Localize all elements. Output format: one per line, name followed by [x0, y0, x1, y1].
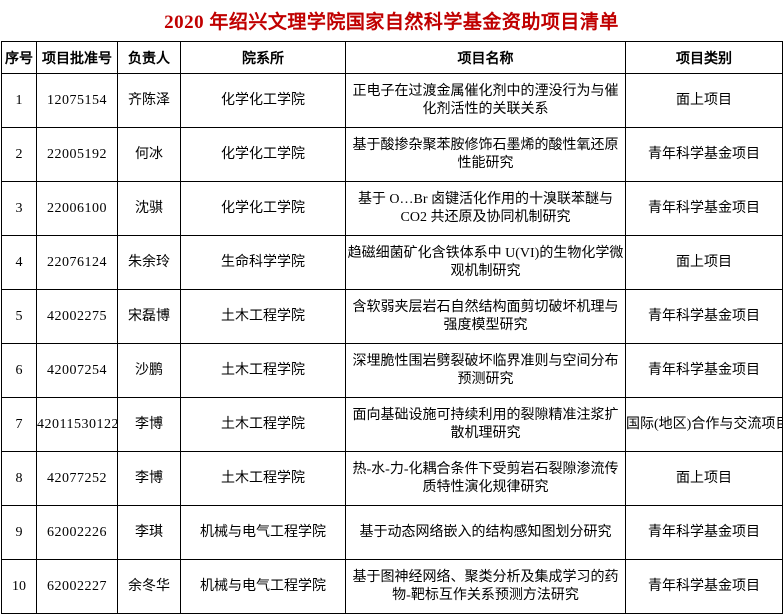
- cell-grant-number: 22005192: [36, 127, 118, 182]
- cell-department: 土木工程学院: [180, 343, 346, 398]
- cell-principal-investigator: 沙鹏: [117, 343, 181, 398]
- cell-project-category: 青年科学基金项目: [625, 127, 783, 182]
- cell-department: 土木工程学院: [180, 451, 346, 506]
- cell-principal-investigator: 李琪: [117, 505, 181, 560]
- cell-grant-number: 62002227: [36, 559, 118, 614]
- cell-project-category: 青年科学基金项目: [625, 289, 783, 344]
- cell-grant-number: 12075154: [36, 73, 118, 128]
- cell-grant-number: 42002275: [36, 289, 118, 344]
- cell-department: 化学化工学院: [180, 127, 346, 182]
- header-grant-number: 项目批准号: [36, 41, 118, 74]
- cell-department: 化学化工学院: [180, 73, 346, 128]
- cell-project-name: 正电子在过渡金属催化剂中的湮没行为与催化剂活性的关联关系: [345, 73, 626, 128]
- cell-grant-number: 22076124: [36, 235, 118, 290]
- cell-department: 机械与电气工程学院: [180, 559, 346, 614]
- cell-project-category: 面上项目: [625, 451, 783, 506]
- cell-project-name: 面向基础设施可持续利用的裂隙精准注浆扩散机理研究: [345, 397, 626, 452]
- table-row: 1 12075154 齐陈泽 化学化工学院 正电子在过渡金属催化剂中的湮没行为与…: [1, 73, 783, 128]
- cell-principal-investigator: 李博: [117, 451, 181, 506]
- cell-department: 土木工程学院: [180, 289, 346, 344]
- table-row: 2 22005192 何冰 化学化工学院 基于酸掺杂聚苯胺修饰石墨烯的酸性氧还原…: [1, 127, 783, 182]
- cell-project-name: 基于酸掺杂聚苯胺修饰石墨烯的酸性氧还原性能研究: [345, 127, 626, 182]
- table-body: 1 12075154 齐陈泽 化学化工学院 正电子在过渡金属催化剂中的湮没行为与…: [1, 73, 783, 614]
- cell-project-category: 青年科学基金项目: [625, 505, 783, 560]
- cell-project-name: 基于图神经网络、聚类分析及集成学习的药物-靶标互作关系预测方法研究: [345, 559, 626, 614]
- cell-principal-investigator: 何冰: [117, 127, 181, 182]
- cell-serial-number: 10: [1, 559, 37, 614]
- cell-serial-number: 5: [1, 289, 37, 344]
- cell-project-name: 热-水-力-化耦合条件下受剪岩石裂隙渗流传质特性演化规律研究: [345, 451, 626, 506]
- cell-principal-investigator: 朱余玲: [117, 235, 181, 290]
- cell-principal-investigator: 余冬华: [117, 559, 181, 614]
- header-serial-number: 序号: [1, 41, 37, 74]
- cell-project-category: 青年科学基金项目: [625, 181, 783, 236]
- cell-grant-number: 42011530122: [36, 397, 118, 452]
- cell-grant-number: 62002226: [36, 505, 118, 560]
- cell-serial-number: 8: [1, 451, 37, 506]
- table-row: 10 62002227 余冬华 机械与电气工程学院 基于图神经网络、聚类分析及集…: [1, 559, 783, 614]
- cell-department: 生命科学学院: [180, 235, 346, 290]
- cell-project-name: 趋磁细菌矿化含铁体系中 U(VI)的生物化学微观机制研究: [345, 235, 626, 290]
- cell-project-name: 基于动态网络嵌入的结构感知图划分研究: [345, 505, 626, 560]
- cell-grant-number: 22006100: [36, 181, 118, 236]
- title-bar: 2020 年绍兴文理学院国家自然科学基金资助项目清单: [0, 0, 783, 41]
- cell-principal-investigator: 宋磊博: [117, 289, 181, 344]
- cell-serial-number: 6: [1, 343, 37, 398]
- header-project-category: 项目类别: [625, 41, 783, 74]
- cell-project-name: 含软弱夹层岩石自然结构面剪切破坏机理与强度模型研究: [345, 289, 626, 344]
- cell-principal-investigator: 齐陈泽: [117, 73, 181, 128]
- cell-principal-investigator: 李博: [117, 397, 181, 452]
- table-row: 3 22006100 沈骐 化学化工学院 基于 O…Br 卤键活化作用的十溴联苯…: [1, 181, 783, 236]
- cell-grant-number: 42007254: [36, 343, 118, 398]
- cell-department: 化学化工学院: [180, 181, 346, 236]
- cell-department: 机械与电气工程学院: [180, 505, 346, 560]
- cell-grant-number: 42077252: [36, 451, 118, 506]
- table-header-row: 序号 项目批准号 负责人 院系所 项目名称 项目类别: [1, 41, 783, 74]
- table-row: 5 42002275 宋磊博 土木工程学院 含软弱夹层岩石自然结构面剪切破坏机理…: [1, 289, 783, 344]
- cell-serial-number: 1: [1, 73, 37, 128]
- table-row: 8 42077252 李博 土木工程学院 热-水-力-化耦合条件下受剪岩石裂隙渗…: [1, 451, 783, 506]
- table-row: 7 42011530122 李博 土木工程学院 面向基础设施可持续利用的裂隙精准…: [1, 397, 783, 452]
- cell-project-category: 青年科学基金项目: [625, 559, 783, 614]
- cell-serial-number: 2: [1, 127, 37, 182]
- cell-project-category: 面上项目: [625, 235, 783, 290]
- cell-project-category: 面上项目: [625, 73, 783, 128]
- cell-serial-number: 4: [1, 235, 37, 290]
- cell-department: 土木工程学院: [180, 397, 346, 452]
- cell-principal-investigator: 沈骐: [117, 181, 181, 236]
- cell-project-category: 国际(地区)合作与交流项目: [625, 397, 783, 452]
- header-project-name: 项目名称: [345, 41, 626, 74]
- table-row: 6 42007254 沙鹏 土木工程学院 深埋脆性围岩劈裂破坏临界准则与空间分布…: [1, 343, 783, 398]
- header-department: 院系所: [180, 41, 346, 74]
- table-row: 9 62002226 李琪 机械与电气工程学院 基于动态网络嵌入的结构感知图划分…: [1, 505, 783, 560]
- cell-serial-number: 9: [1, 505, 37, 560]
- cell-project-name: 深埋脆性围岩劈裂破坏临界准则与空间分布预测研究: [345, 343, 626, 398]
- cell-serial-number: 3: [1, 181, 37, 236]
- grant-project-table: 序号 项目批准号 负责人 院系所 项目名称 项目类别 1 12075154 齐陈…: [1, 41, 783, 614]
- table-row: 4 22076124 朱余玲 生命科学学院 趋磁细菌矿化含铁体系中 U(VI)的…: [1, 235, 783, 290]
- cell-project-category: 青年科学基金项目: [625, 343, 783, 398]
- page-title: 2020 年绍兴文理学院国家自然科学基金资助项目清单: [164, 12, 619, 33]
- header-principal-investigator: 负责人: [117, 41, 181, 74]
- cell-serial-number: 7: [1, 397, 37, 452]
- cell-project-name: 基于 O…Br 卤键活化作用的十溴联苯醚与 CO2 共还原及协同机制研究: [345, 181, 626, 236]
